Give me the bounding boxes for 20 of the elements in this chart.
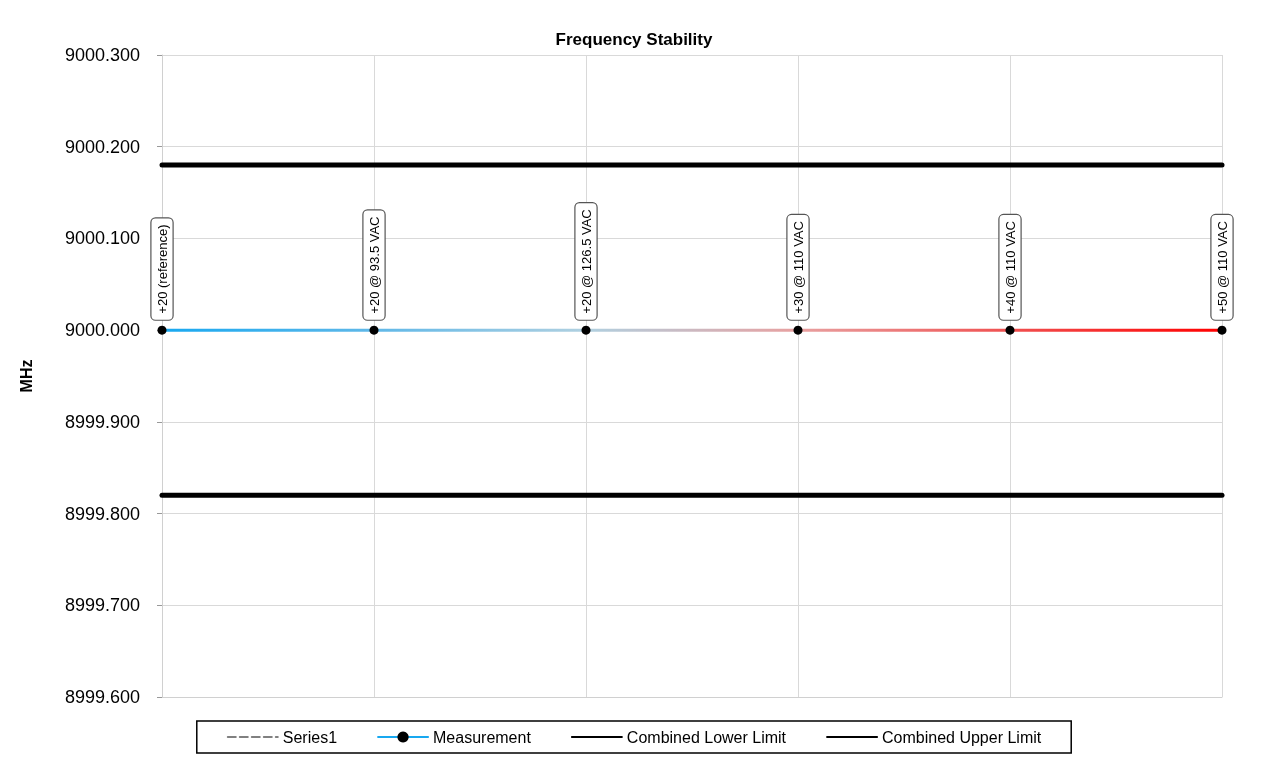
chart-title: Frequency Stability <box>555 30 713 49</box>
x-tick-label: +40 @ 110 VAC <box>1002 221 1018 314</box>
y-tick-label: 9000.100 <box>64 228 140 249</box>
y-tick-label: 8999.600 <box>64 687 140 707</box>
x-tick-label: +30 @ 110 VAC <box>790 221 806 314</box>
y-tick-label: 8999.800 <box>64 503 140 524</box>
y-tick-label: 9000.300 <box>64 45 140 65</box>
y-axis-title: MHz <box>17 359 35 393</box>
legend-label: Combined Upper Limit <box>882 728 1042 746</box>
y-tick-label: 8999.700 <box>64 595 140 616</box>
x-tick-label: +20 @ 126.5 VAC <box>578 209 594 314</box>
legend-label: Measurement <box>433 728 532 746</box>
x-tick-label: +20 @ 93.5 VAC <box>366 216 382 314</box>
y-tick-label: 8999.900 <box>64 411 140 432</box>
legend-label: Series1 <box>282 728 338 746</box>
x-tick-label: +50 @ 110 VAC <box>1214 221 1230 314</box>
y-tick-label: 9000.200 <box>64 136 140 157</box>
x-tick-label: +20 (reference) <box>154 224 170 314</box>
y-tick-label: 9000.000 <box>64 320 140 341</box>
legend-label: Combined Lower Limit <box>626 728 787 746</box>
